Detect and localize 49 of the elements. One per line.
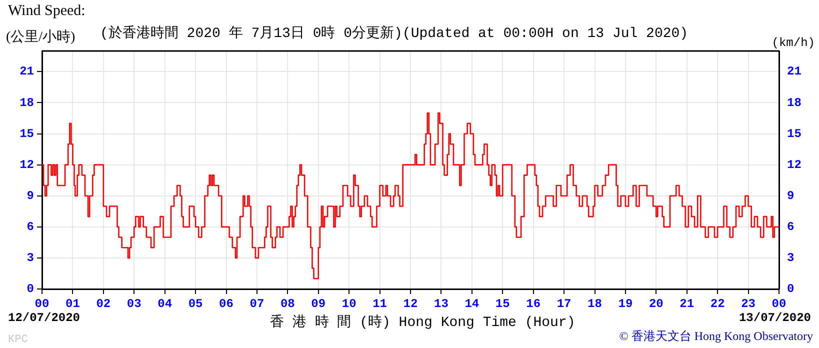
- x-tick-label: 23: [741, 297, 756, 312]
- x-tick-label: 17: [556, 297, 572, 312]
- y-tick-label: 6: [26, 220, 34, 234]
- x-tick-label: 15: [495, 297, 510, 312]
- x-tick-label: 22: [710, 297, 725, 312]
- x-tick-label: 19: [618, 297, 633, 312]
- x-tick-label: 00: [772, 297, 786, 312]
- y2-tick-label: 0: [787, 282, 794, 296]
- y2-axis-title: (km/h): [772, 36, 815, 50]
- text: 12/07/2020: [8, 311, 80, 325]
- y-tick-label: 12: [20, 158, 34, 172]
- x-tick-label: 01: [66, 297, 80, 312]
- y2-tick-label: 12: [787, 158, 802, 172]
- y2-tick-label: 6: [787, 220, 794, 234]
- y-axis-title: (公里/小時): [6, 28, 76, 46]
- x-tick-label: 07: [250, 297, 264, 312]
- x-tick-label: 20: [648, 297, 664, 312]
- x-tick-label: 00: [34, 297, 50, 312]
- x-tick-label: 09: [311, 297, 326, 312]
- x-tick-label: 08: [280, 297, 295, 312]
- x-tick-label: 11: [372, 297, 387, 312]
- y2-tick-label: 3: [787, 250, 794, 265]
- y-tick-label: 9: [26, 188, 34, 203]
- x-tick-label: 03: [126, 297, 142, 312]
- chart-subtitle: (於香港時間 2020 年 7月13日 0時 0分更新)(Updated at 00:00H on 13 Jul 2020): [100, 24, 688, 42]
- x-tick-label: 05: [188, 297, 203, 312]
- x-tick-label: 10: [342, 297, 356, 312]
- text: © 香港天文台 Hong Kong Observatory: [619, 328, 813, 345]
- x-tick-label: 12: [403, 297, 418, 312]
- chart-title: Wind Speed:: [8, 3, 86, 20]
- x-axis-title: 香 港 時 間 (時) Hong Kong Time (Hour): [270, 314, 576, 331]
- x-tick-label: 18: [588, 297, 602, 312]
- x-tick-label: 04: [158, 297, 172, 312]
- x-tick-label: 13: [434, 297, 448, 312]
- x-tick-label: 21: [680, 297, 694, 312]
- y-tick-label: 15: [20, 126, 34, 141]
- y-tick-label: 3: [26, 250, 34, 265]
- text: 13/07/2020: [738, 311, 811, 325]
- y-tick-label: 21: [20, 64, 34, 79]
- x-tick-label: 02: [96, 297, 111, 312]
- y-tick-label: 0: [26, 282, 34, 296]
- y2-tick-label: 21: [787, 64, 802, 79]
- y2-tick-label: 18: [787, 96, 802, 110]
- x-tick-label: 16: [526, 297, 541, 312]
- x-tick-label: 06: [219, 297, 234, 312]
- x-tick-label: 14: [464, 297, 480, 312]
- y2-tick-label: 9: [787, 188, 794, 203]
- y-tick-label: 18: [20, 96, 34, 110]
- y2-tick-label: 15: [787, 126, 802, 141]
